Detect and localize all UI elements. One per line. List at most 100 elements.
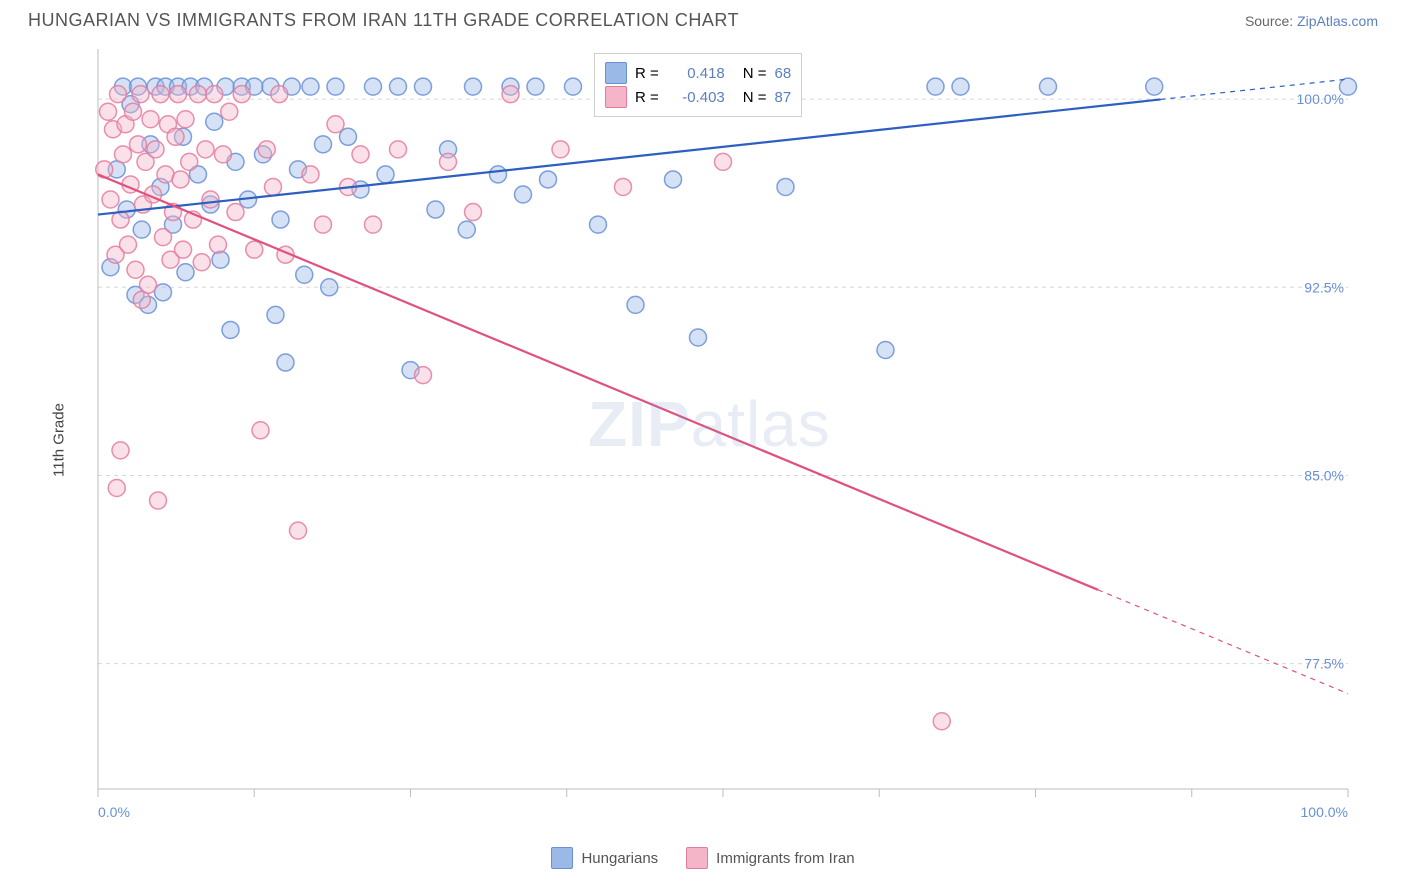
data-point [272,211,289,228]
scatter-chart: 77.5% 85.0% 92.5% 100.0% 0.0% 100.0% [28,37,1378,843]
data-point [233,86,250,103]
data-point [110,86,127,103]
data-point [221,103,238,120]
title-bar: HUNGARIAN VS IMMIGRANTS FROM IRAN 11TH G… [0,0,1406,37]
data-point [327,116,344,133]
data-point [933,713,950,730]
r-value: 0.418 [667,65,725,82]
data-point [177,111,194,128]
data-point [227,204,244,221]
data-point [515,186,532,203]
data-point [115,146,132,163]
y-axis-label: 11th Grade [50,403,67,477]
data-point [302,78,319,95]
n-value: 87 [775,89,792,106]
source-credit: Source: ZipAtlas.com [1245,13,1378,29]
data-point [112,442,129,459]
data-point [1340,78,1357,95]
legend-swatch [605,86,627,108]
data-point [390,141,407,158]
trend-line-dashed [1098,590,1348,694]
data-point [175,241,192,258]
n-label: N = [743,65,767,82]
data-point [222,321,239,338]
data-point [502,86,519,103]
source-prefix: Source: [1245,13,1297,29]
data-point [465,204,482,221]
data-point [172,171,189,188]
data-point [193,254,210,271]
data-point [197,141,214,158]
data-point [210,236,227,253]
data-point [627,296,644,313]
data-point [1146,78,1163,95]
data-point [340,128,357,145]
data-point [690,329,707,346]
data-point [142,111,159,128]
correlation-legend: R =0.418N =68R =-0.403N =87 [594,53,802,117]
data-point [415,367,432,384]
x-tick-label: 0.0% [98,804,130,820]
legend-item: Immigrants from Iran [686,847,854,869]
data-point [267,306,284,323]
data-point [181,153,198,170]
legend-item: Hungarians [551,847,658,869]
y-tick-label: 77.5% [1304,656,1344,672]
data-point [877,342,894,359]
legend-swatch [686,847,708,869]
legend-swatch [605,62,627,84]
data-point [130,136,147,153]
data-point [1040,78,1057,95]
data-point [777,178,794,195]
data-point [302,166,319,183]
data-point [120,236,137,253]
data-point [246,241,263,258]
data-point [458,221,475,238]
y-tick-label: 100.0% [1297,91,1344,107]
data-point [133,291,150,308]
data-point [540,171,557,188]
r-label: R = [635,89,659,106]
data-point [365,78,382,95]
r-label: R = [635,65,659,82]
data-point [440,153,457,170]
data-point [215,146,232,163]
data-point [490,166,507,183]
chart-container: 11th Grade 77.5% 85.0% 92.5% 100.0% 0.0% 100.… [28,37,1378,843]
data-point [167,128,184,145]
data-point [615,178,632,195]
data-point [352,146,369,163]
data-point [377,166,394,183]
n-label: N = [743,89,767,106]
legend-swatch [551,847,573,869]
data-point [265,178,282,195]
chart-title: HUNGARIAN VS IMMIGRANTS FROM IRAN 11TH G… [28,10,739,31]
data-point [390,78,407,95]
data-point [206,86,223,103]
data-point [415,78,432,95]
trend-line [98,174,1098,589]
data-point [715,153,732,170]
y-tick-label: 92.5% [1304,279,1344,295]
data-point [212,251,229,268]
data-point [296,266,313,283]
y-tick-label: 85.0% [1304,467,1344,483]
data-point [927,78,944,95]
data-point [315,216,332,233]
data-point [465,78,482,95]
data-point [132,86,149,103]
data-point [155,229,172,246]
data-point [590,216,607,233]
legend-label: Hungarians [581,850,658,867]
x-tick-label: 100.0% [1301,804,1348,820]
data-point [290,522,307,539]
data-point [327,78,344,95]
data-point [125,103,142,120]
legend-label: Immigrants from Iran [716,850,854,867]
r-value: -0.403 [667,89,725,106]
legend-row: R = -0.403 N = 87 [605,86,791,108]
source-link[interactable]: ZipAtlas.com [1297,13,1378,29]
data-point [321,279,338,296]
data-point [252,422,269,439]
data-point [102,191,119,208]
